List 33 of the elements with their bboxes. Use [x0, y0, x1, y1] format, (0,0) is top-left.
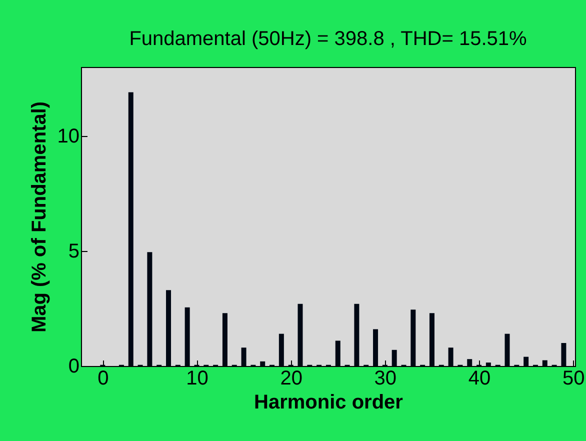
- bar: [448, 348, 454, 366]
- y-tick-label: 5: [68, 240, 80, 262]
- x-axis-title: Harmonic order: [254, 392, 404, 414]
- x-tick-label: 50: [562, 368, 585, 390]
- x-tick-label: 40: [468, 368, 491, 390]
- bar: [524, 356, 529, 366]
- x-tick-label: 10: [186, 368, 208, 390]
- bar: [147, 252, 152, 366]
- bar: [298, 304, 303, 366]
- x-tick-label: 0: [98, 368, 109, 390]
- chart-title: Fundamental (50Hz) = 398.8 , THD= 15.51%: [129, 28, 528, 50]
- bar: [278, 334, 284, 366]
- bar: [542, 360, 548, 366]
- bar: [222, 313, 228, 366]
- bar: [392, 350, 397, 366]
- bar: [486, 362, 491, 366]
- x-tick-label: 20: [280, 368, 302, 390]
- bar: [260, 361, 266, 366]
- bar: [504, 334, 510, 366]
- bar: [467, 359, 472, 366]
- bar: [166, 290, 172, 366]
- bar: [561, 343, 566, 366]
- bar: [429, 313, 434, 366]
- x-tick-label: 30: [374, 368, 397, 390]
- bar: [410, 310, 416, 366]
- bar: [373, 329, 378, 366]
- bar: [184, 307, 190, 366]
- bar: [354, 304, 360, 366]
- bar: [335, 340, 340, 366]
- bar: [241, 348, 246, 366]
- y-tick-label: 10: [57, 126, 80, 148]
- bar: [128, 92, 134, 366]
- y-axis-title: Mag (% of Fundamental): [28, 101, 50, 333]
